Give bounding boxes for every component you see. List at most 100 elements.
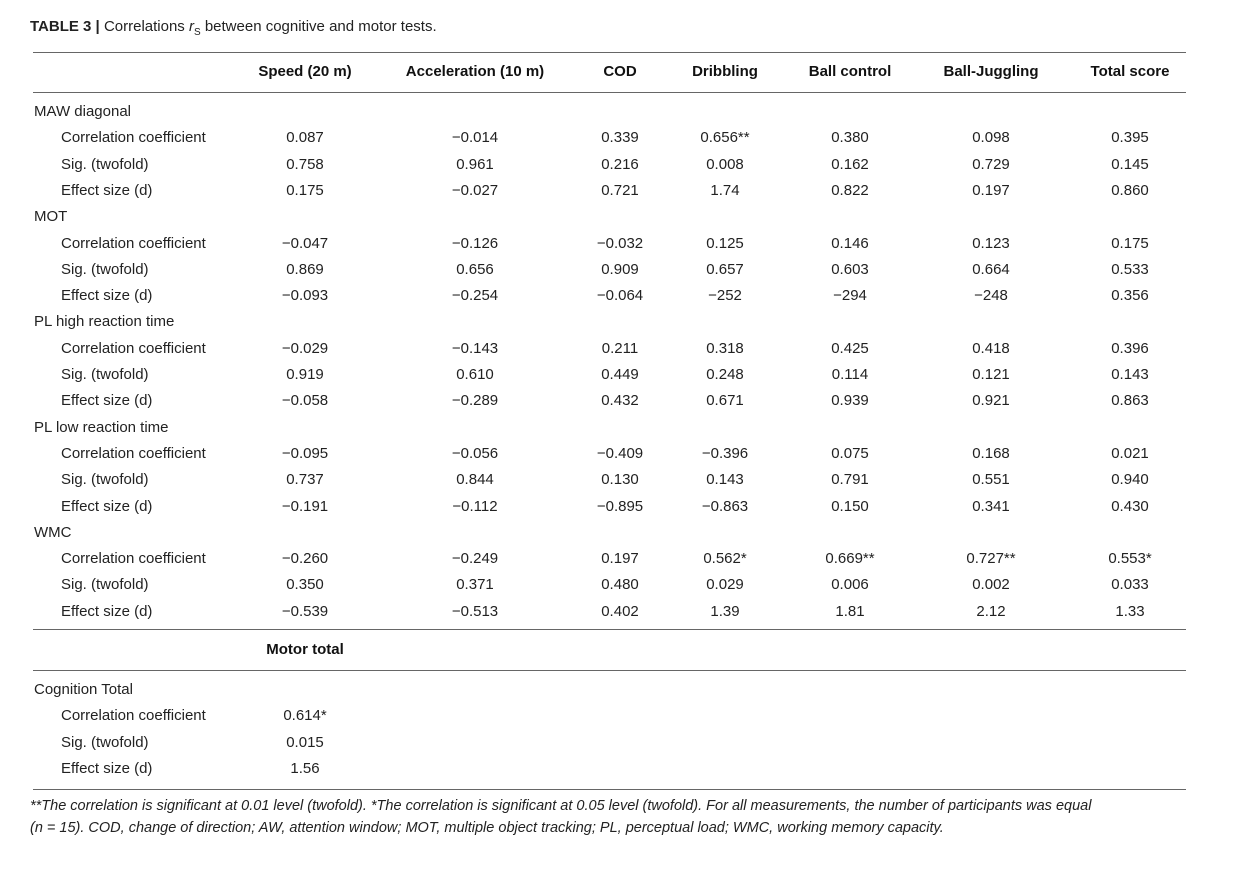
table-cell: 0.341	[972, 497, 1010, 515]
table-cell: 0.098	[972, 129, 1010, 147]
table-cell: −0.032	[596, 234, 644, 252]
table-cell: 0.961	[456, 155, 494, 173]
table-cell: −0.126	[451, 234, 499, 252]
row-label: Correlation coefficient	[61, 707, 206, 724]
motor-total-header: Motor total	[266, 641, 344, 658]
table-cell: 0.940	[1111, 471, 1149, 489]
table-cell: 0.015	[286, 733, 324, 751]
table-cell: 0.087	[286, 129, 324, 147]
table-cell: 0.603	[831, 260, 869, 278]
table-cell: 0.553*	[1108, 550, 1152, 568]
table-cell: 0.197	[601, 550, 639, 568]
column-header: Total score	[1090, 63, 1170, 80]
table-cell: −0.058	[281, 392, 329, 410]
table-cell: −0.254	[451, 287, 499, 305]
column-header: Acceleration (10 m)	[405, 63, 545, 80]
table-cell: 0.921	[972, 392, 1010, 410]
table-cell: 0.216	[601, 155, 639, 173]
table-cell: 1.56	[290, 760, 320, 777]
table-cell: −0.093	[281, 287, 329, 305]
row-label: Correlation coefficient	[61, 129, 206, 147]
table-cell: 0.418	[972, 339, 1010, 357]
table-footnote: **The correlation is significant at 0.01…	[30, 795, 1210, 839]
table-cell: 0.162	[831, 155, 869, 173]
table-cell: 0.114	[831, 366, 869, 383]
top-rule	[33, 52, 1186, 53]
row-label: Sig. (twofold)	[61, 260, 149, 278]
table-cell: −0.143	[451, 339, 499, 357]
group-label: PL high reaction time	[34, 313, 175, 331]
table-cell: 0.396	[1111, 339, 1149, 357]
table-cell: 0.002	[972, 576, 1010, 594]
table-cell: −0.249	[451, 550, 499, 568]
table-cell: 0.727**	[966, 550, 1016, 568]
table-cell: 0.121	[972, 366, 1010, 383]
total-header-rule	[33, 670, 1186, 671]
table-cell: 0.175	[286, 181, 324, 199]
table-cell: 0.211	[601, 339, 639, 357]
table-cell: −0.191	[281, 497, 329, 515]
table-cell: 0.860	[1111, 181, 1149, 199]
footnote-line-2: (n = 15). COD, change of direction; AW, …	[30, 820, 944, 836]
table-cell: 0.143	[706, 471, 744, 489]
table-cell: 0.402	[601, 602, 639, 620]
table-cell: −0.289	[451, 392, 499, 410]
table-cell: 1.74	[710, 181, 740, 199]
table-cell: 0.008	[706, 155, 744, 173]
table-cell: 0.380	[831, 129, 869, 147]
table-cell: 0.656**	[700, 129, 750, 147]
table-cell: −0.539	[281, 602, 329, 620]
row-label: Sig. (twofold)	[61, 155, 149, 173]
table-cell: 0.006	[831, 576, 869, 594]
table-cell: 0.318	[706, 339, 744, 357]
table-cell: 1.81	[835, 602, 865, 620]
row-label: Sig. (twofold)	[61, 576, 149, 594]
table-cell: 1.39	[710, 602, 740, 620]
table-cell: 0.869	[286, 260, 324, 278]
row-label: Correlation coefficient	[61, 550, 206, 568]
table-cell: 0.021	[1111, 444, 1149, 462]
table-cell: −0.409	[596, 444, 644, 462]
table-cell: 0.822	[831, 181, 869, 199]
table-cell: 1.33	[1115, 602, 1145, 620]
table-cell: 0.737	[286, 471, 324, 489]
caption-text-after: between cognitive and motor tests.	[200, 18, 437, 35]
table-cell: 0.721	[601, 181, 639, 199]
row-label: Effect size (d)	[61, 287, 153, 305]
table-cell: 0.551	[972, 471, 1010, 489]
table-cell: 0.432	[601, 392, 639, 410]
table-cell: 0.075	[831, 444, 869, 462]
table-cell: 0.350	[286, 576, 324, 594]
table-cell: 0.758	[286, 155, 324, 173]
table-cell: 0.614*	[283, 707, 327, 724]
table-cell: 0.939	[831, 392, 869, 410]
table-cell: 0.671	[706, 392, 744, 410]
table-cell: 0.197	[972, 181, 1010, 199]
row-label: Correlation coefficient	[61, 339, 206, 357]
table-cell: 0.909	[601, 260, 639, 278]
column-header: Dribbling	[692, 63, 758, 80]
table-cell: −0.112	[452, 497, 498, 515]
table-cell: −0.027	[451, 181, 499, 199]
table-cell: 0.919	[286, 366, 324, 383]
row-label: Effect size (d)	[61, 602, 153, 620]
table-caption: TABLE 3 | Correlations rS between cognit…	[30, 18, 437, 38]
table-cell: 0.480	[601, 576, 639, 594]
column-header: COD	[603, 63, 637, 80]
table-cell: 0.449	[601, 366, 639, 383]
table-cell: −0.047	[281, 234, 329, 252]
footnote-line-1: **The correlation is significant at 0.01…	[30, 798, 1092, 814]
table-cell: −0.895	[596, 497, 644, 515]
table-cell: 0.533	[1111, 260, 1149, 278]
table-cell: 0.123	[972, 234, 1010, 252]
bottom-rule	[33, 789, 1186, 790]
group-label: WMC	[34, 523, 72, 541]
table-cell: −0.260	[281, 550, 329, 568]
column-header: Ball-Juggling	[943, 63, 1039, 80]
table-cell: −0.014	[451, 129, 499, 147]
caption-symbol-sub: S	[193, 27, 201, 38]
table-cell: 0.143	[1111, 366, 1149, 383]
table-cell: −0.513	[451, 602, 499, 620]
table-cell: −0.095	[281, 444, 329, 462]
table-cell: 0.125	[706, 234, 744, 252]
